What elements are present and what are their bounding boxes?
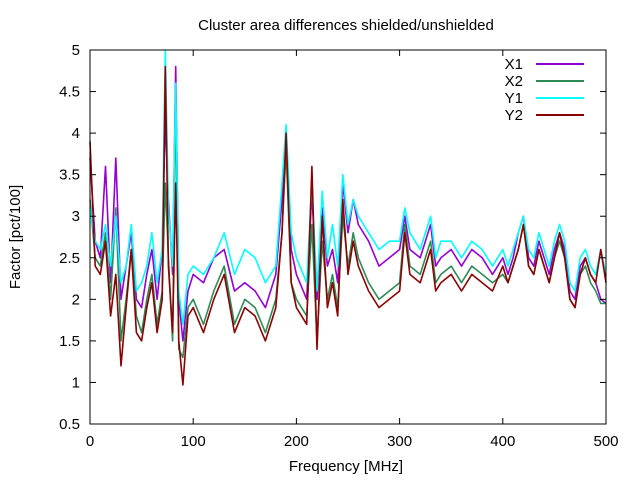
- series-line-y2: [89, 65, 607, 386]
- series-line-y1: [89, 49, 607, 326]
- x-axis-title: Frequency [MHz]: [289, 458, 403, 475]
- y-tick-label: 5: [72, 42, 80, 59]
- chart-title: Cluster area differences shielded/unshie…: [198, 17, 494, 34]
- x-tick-label: 100: [181, 433, 206, 450]
- y-tick-label: 4.5: [59, 84, 80, 101]
- y-tick-label: 3: [72, 208, 80, 225]
- x-tick-label: 200: [284, 433, 309, 450]
- y-tick-label: 2.5: [59, 250, 80, 267]
- y-tick-label: 0.5: [59, 416, 80, 433]
- y-tick-label: 3.5: [59, 167, 80, 184]
- y-tick-label: 1: [72, 374, 80, 391]
- plot-series: [89, 49, 607, 386]
- x-tick-label: 300: [387, 433, 412, 450]
- x-axis-ticks: 0 100 200 300 400 500: [86, 50, 619, 450]
- y-axis-title: Factor [pct/100]: [7, 185, 24, 289]
- y-tick-label: 1.5: [59, 333, 80, 350]
- plot-frame: [89, 49, 607, 425]
- y-axis-ticks: 0.5 1 1.5 2 2.5 3 3.5 4 4.5 5: [59, 42, 606, 433]
- x-tick-label: 400: [490, 433, 515, 450]
- series-line-x1: [89, 65, 607, 342]
- x-tick-label: 500: [593, 433, 618, 450]
- legend-label-x2: X2: [505, 73, 523, 90]
- legend-label-x1: X1: [505, 56, 523, 73]
- y-tick-label: 4: [72, 125, 80, 142]
- x-tick-label: 0: [86, 433, 94, 450]
- y-tick-label: 2: [72, 291, 80, 308]
- legend-label-y2: Y2: [505, 107, 523, 124]
- legend-label-y1: Y1: [505, 90, 523, 107]
